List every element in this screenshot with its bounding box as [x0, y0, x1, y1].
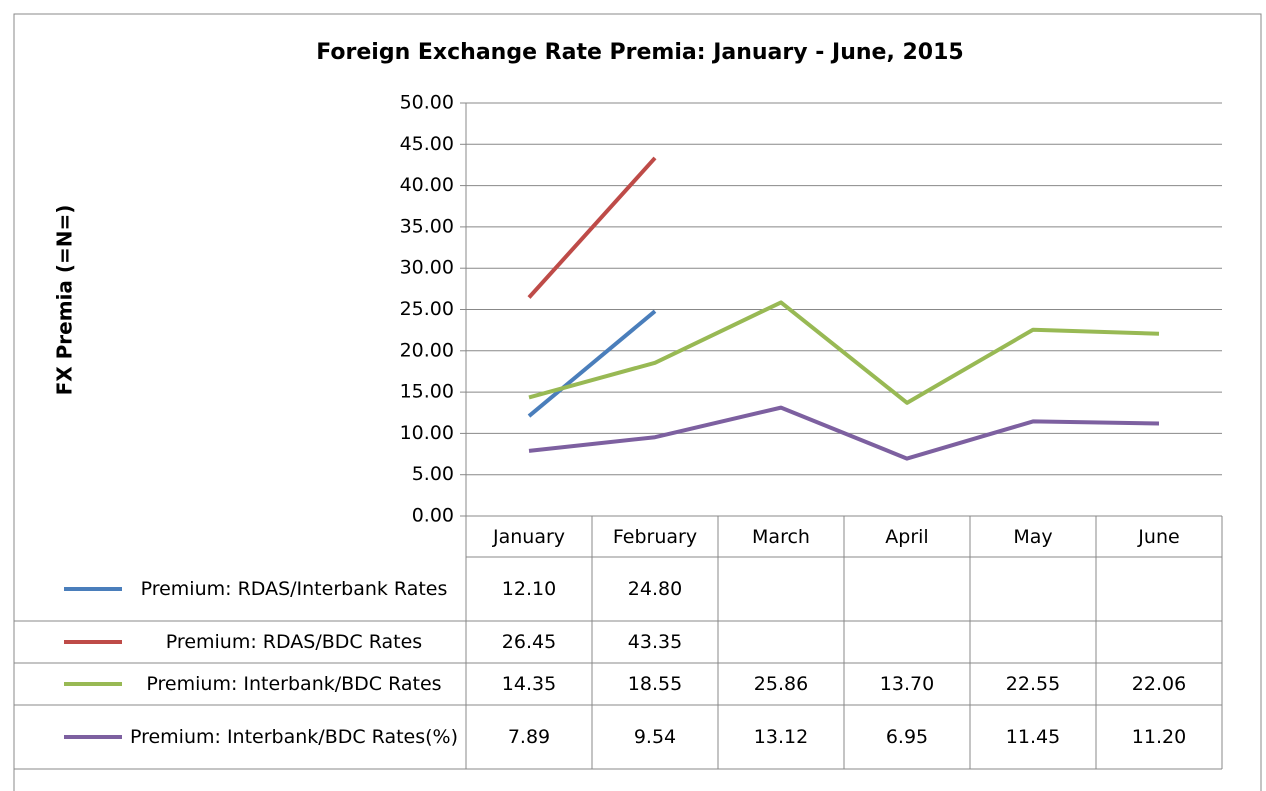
y-tick-label: 25.00: [400, 298, 454, 320]
data-label: 13.70: [879, 673, 935, 695]
chart-border: [13, 13, 1262, 791]
data-label: 12.10: [501, 578, 557, 600]
data-label: 25.86: [753, 673, 809, 695]
legend-label: Premium: Interbank/BDC Rates: [146, 673, 442, 695]
category-label: April: [885, 525, 929, 548]
y-tick-label: 0.00: [412, 505, 454, 527]
data-label: 14.35: [501, 673, 557, 695]
y-axis-label: FX Premia (=N=): [53, 205, 77, 396]
y-tick-label: 40.00: [400, 174, 454, 196]
data-label: 26.45: [501, 631, 557, 653]
series-line: [528, 405, 1160, 461]
data-label: 6.95: [885, 726, 929, 748]
y-tick-label: 5.00: [412, 463, 454, 485]
series-line: [528, 300, 1160, 405]
category-label: May: [1013, 525, 1053, 548]
data-label: 7.89: [507, 726, 551, 748]
data-label: 11.20: [1131, 726, 1187, 748]
data-label: 24.80: [627, 578, 683, 600]
data-label: 22.06: [1131, 673, 1187, 695]
chart-title: Foreign Exchange Rate Premia: January - …: [316, 40, 963, 65]
y-tick-label: 30.00: [400, 257, 454, 279]
y-tick-label: 15.00: [400, 381, 454, 403]
data-label: 43.35: [627, 631, 683, 653]
legend-label: Premium: Interbank/BDC Rates(%): [129, 726, 459, 748]
y-tick-label: 50.00: [400, 92, 454, 114]
legend-label: Premium: RDAS/BDC Rates: [165, 631, 423, 653]
legend-label: Premium: RDAS/Interbank Rates: [140, 578, 448, 600]
series-line: [527, 156, 657, 299]
data-label: 13.12: [753, 726, 809, 748]
category-label: March: [752, 525, 810, 548]
y-tick-label: 45.00: [400, 133, 454, 155]
data-label: 9.54: [633, 726, 677, 748]
category-label: January: [492, 525, 566, 548]
category-label: February: [612, 525, 698, 548]
category-label: June: [1138, 525, 1180, 548]
data-label: 11.45: [1005, 726, 1061, 748]
y-tick-label: 20.00: [400, 339, 454, 361]
y-tick-label: 35.00: [400, 215, 454, 237]
data-label: 18.55: [627, 673, 683, 695]
data-label: 22.55: [1005, 673, 1061, 695]
series-line: [527, 309, 657, 418]
y-tick-label: 10.00: [400, 422, 454, 444]
